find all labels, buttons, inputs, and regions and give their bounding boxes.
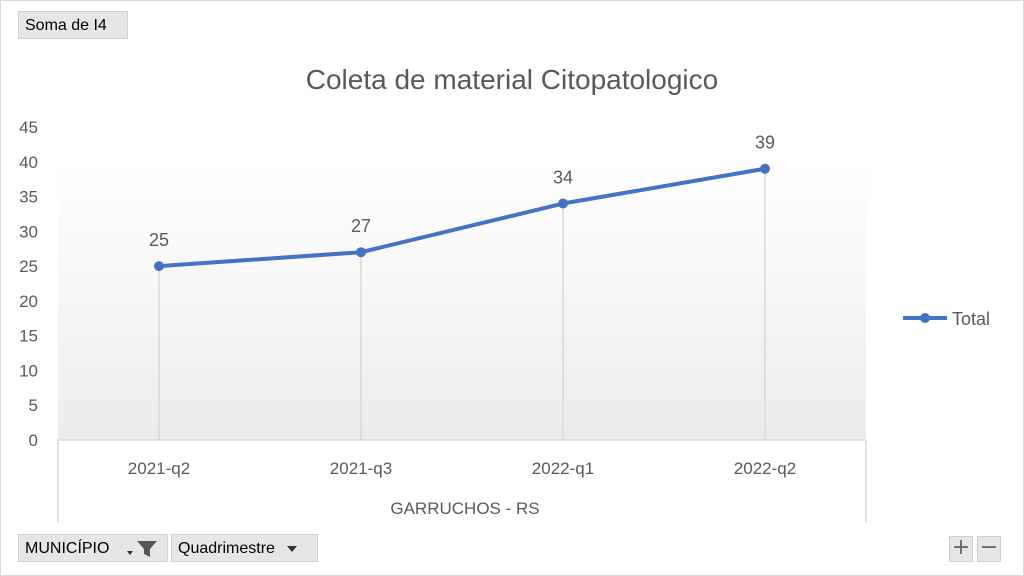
- legend[interactable]: Total: [903, 309, 990, 329]
- y-tick-label: 40: [19, 153, 38, 172]
- series-line: [158, 166, 766, 269]
- y-tick-label: 30: [19, 222, 38, 241]
- data-point: [154, 261, 164, 272]
- y-tick-label: 25: [19, 257, 38, 276]
- y-tick-label: 35: [19, 188, 38, 207]
- filter-icon: [127, 541, 157, 557]
- chevron-down-icon: [287, 545, 298, 552]
- legend-label: Total: [952, 309, 990, 329]
- y-tick-label: 20: [19, 292, 38, 311]
- data-label: 27: [351, 216, 371, 236]
- series-total: [154, 163, 770, 272]
- y-tick-label: 10: [19, 361, 38, 380]
- plot-area: [58, 161, 866, 440]
- x-axis-title: GARRUCHOS - RS: [390, 499, 539, 518]
- data-point: [356, 247, 366, 258]
- data-point: [558, 198, 568, 209]
- chart-title: Coleta de material Citopatologico: [306, 64, 718, 95]
- y-tick-label: 0: [29, 431, 38, 450]
- data-labels: 25 27 34 39: [149, 133, 775, 250]
- value-field-button[interactable]: Soma de I4: [18, 11, 128, 39]
- x-axis-frame: [57, 439, 867, 522]
- quadrimestre-field-button[interactable]: Quadrimestre: [171, 534, 318, 562]
- x-tick-label: 2021-q3: [330, 459, 392, 478]
- municipio-filter-button[interactable]: MUNICÍPIO: [18, 534, 168, 562]
- x-tick-label: 2021-q2: [128, 459, 190, 478]
- municipio-label: MUNICÍPIO: [25, 540, 110, 557]
- y-tick-label: 5: [29, 396, 38, 415]
- data-label: 39: [755, 133, 775, 153]
- x-axis: 2021-q2 2021-q3 2022-q1 2022-q2: [128, 459, 796, 478]
- y-axis: 0 5 10 15 20 25 30 35 40 45: [19, 118, 38, 450]
- x-tick-label: 2022-q1: [532, 459, 594, 478]
- x-tick-label: 2022-q2: [734, 459, 796, 478]
- collapse-button[interactable]: −: [977, 536, 1001, 562]
- expand-button[interactable]: +: [949, 536, 973, 562]
- drop-lines: [158, 168, 766, 440]
- data-label: 34: [553, 168, 573, 188]
- legend-marker: [920, 313, 930, 323]
- quadrimestre-label: Quadrimestre: [178, 540, 275, 557]
- data-label: 25: [149, 230, 169, 250]
- data-point: [760, 163, 770, 174]
- y-tick-label: 15: [19, 327, 38, 346]
- y-tick-label: 45: [19, 118, 38, 137]
